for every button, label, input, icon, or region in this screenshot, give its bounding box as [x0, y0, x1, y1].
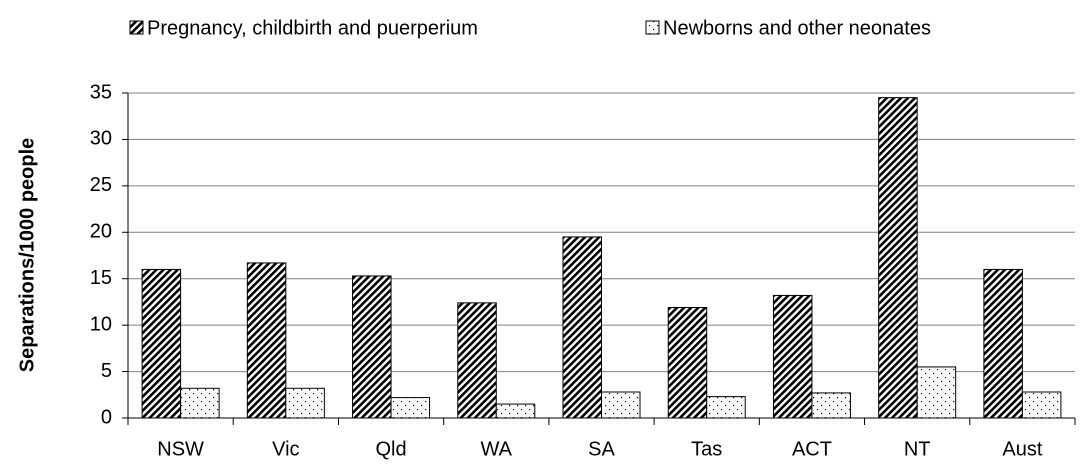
x-tick-label: Vic [272, 438, 299, 460]
bar [811, 392, 851, 419]
y-tick-label: 0 [101, 406, 112, 428]
y-axis-label: Separations/1000 people [16, 138, 38, 373]
x-tick-label: Tas [691, 438, 722, 460]
x-tick-label: NT [904, 438, 931, 460]
x-tick-label: NSW [157, 438, 204, 460]
bar [562, 236, 602, 419]
bar [285, 387, 325, 419]
legend-swatch [645, 20, 660, 35]
bar [916, 366, 957, 419]
bar [390, 397, 431, 419]
x-tick-label: Aust [1002, 438, 1042, 460]
bar [772, 294, 813, 419]
bar [180, 387, 220, 419]
y-tick-label: 25 [90, 174, 112, 196]
y-tick-label: 30 [90, 128, 112, 150]
legend-swatch [129, 20, 144, 35]
bar [601, 391, 641, 419]
bar [667, 307, 708, 419]
bar [983, 268, 1023, 419]
bar [878, 97, 918, 419]
bar [1021, 391, 1062, 419]
bar [141, 268, 182, 419]
legend-label: Pregnancy, childbirth and puerperium [147, 17, 478, 39]
bar [246, 262, 287, 419]
x-tick-label: Qld [375, 438, 406, 460]
legend-label: Newborns and other neonates [663, 17, 931, 39]
x-tick-label: WA [481, 438, 513, 460]
bar [706, 396, 746, 419]
x-tick-label: SA [588, 438, 615, 460]
y-tick-label: 35 [90, 81, 112, 103]
bar [352, 275, 392, 419]
y-tick-label: 10 [90, 313, 112, 335]
y-tick-label: 15 [90, 267, 112, 289]
y-tick-label: 5 [101, 360, 112, 382]
y-tick-label: 20 [90, 221, 112, 243]
x-tick-label: ACT [792, 438, 832, 460]
bar [457, 302, 497, 419]
bar [495, 403, 536, 419]
